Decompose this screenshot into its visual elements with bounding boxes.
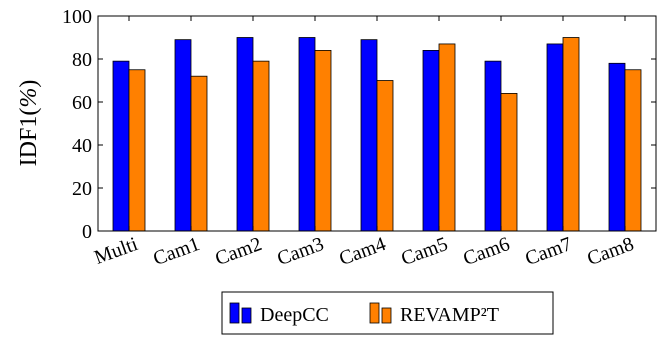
x-tick-label-cam1: Cam1 [150,233,202,270]
y-axis-label-main: IDF1( [16,108,42,167]
legend-label-revamp2t: REVAMP²T [400,304,499,326]
bar-revamp2t-cam5 [438,43,456,232]
legend-swatch-deepcc-2 [241,307,252,324]
bars-group [112,37,642,232]
bar-deepcc-cam2 [236,37,254,232]
y-axis-label-unit: % [16,88,42,108]
bar-deepcc-cam1 [174,39,192,232]
y-tick-label: 40 [72,135,92,157]
bar-revamp2t-multi [128,69,146,232]
bar-deepcc-multi [112,60,130,232]
y-tick-label: 0 [82,221,92,243]
legend-label-deepcc: DeepCC [260,304,329,326]
bar-revamp2t-cam7 [562,37,580,232]
bar-revamp2t-cam3 [314,50,332,232]
y-axis-label-close: ) [16,80,42,88]
y-axis-label: IDF1(%) [16,80,42,167]
bar-deepcc-cam4 [360,39,378,232]
legend-swatch-deepcc [229,302,240,324]
x-tick-label-cam4: Cam4 [336,233,388,270]
y-axis-ticks: 0 20 40 60 80 100 [62,6,656,243]
bar-deepcc-cam6 [484,60,502,232]
bar-revamp2t-cam6 [500,93,518,232]
legend-swatch-revamp2t [369,302,380,324]
legend-swatch-revamp2t-2 [381,307,392,324]
bar-revamp2t-cam2 [252,60,270,232]
bar-deepcc-cam3 [298,37,316,232]
legend: DeepCC REVAMP²T [221,291,554,335]
x-tick-label-cam6: Cam6 [460,233,512,270]
y-tick-label: 60 [72,92,92,114]
bar-revamp2t-cam1 [190,75,208,232]
y-tick-label: 20 [72,178,92,200]
bar-deepcc-cam8 [608,62,626,232]
x-tick-label-multi: Multi [91,233,141,269]
x-tick-label-cam2: Cam2 [212,233,264,270]
bar-revamp2t-cam8 [624,69,642,232]
y-tick-label: 80 [72,49,92,71]
bar-deepcc-cam7 [546,43,564,232]
x-tick-label-cam7: Cam7 [522,233,574,270]
bar-revamp2t-cam4 [376,80,394,232]
y-tick-label: 100 [62,6,92,28]
x-tick-label-cam3: Cam3 [274,233,326,270]
x-tick-label-cam5: Cam5 [398,233,450,270]
bar-deepcc-cam5 [422,50,440,232]
x-tick-label-cam8: Cam8 [584,233,636,270]
